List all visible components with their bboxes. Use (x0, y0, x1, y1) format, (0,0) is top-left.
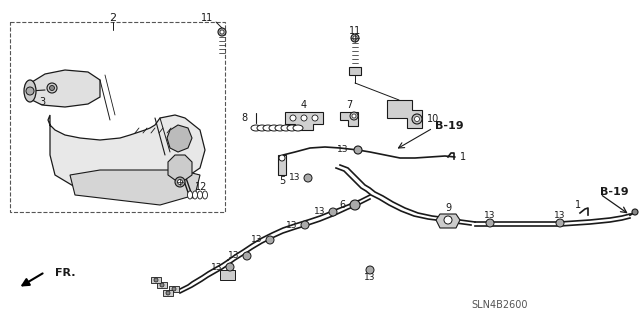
Text: 11: 11 (349, 26, 361, 36)
Circle shape (49, 85, 54, 91)
Text: 13: 13 (364, 273, 376, 283)
Text: 13: 13 (554, 211, 566, 219)
Text: 12: 12 (195, 182, 207, 192)
Bar (157, 282, 167, 288)
Circle shape (304, 174, 312, 182)
Circle shape (415, 116, 419, 122)
Polygon shape (70, 170, 200, 205)
Text: 3: 3 (39, 97, 45, 107)
Circle shape (351, 34, 359, 42)
Text: 9: 9 (445, 203, 451, 213)
Circle shape (353, 36, 357, 40)
Ellipse shape (263, 125, 273, 131)
Circle shape (279, 155, 285, 161)
Circle shape (486, 219, 494, 227)
Polygon shape (28, 70, 100, 107)
Text: 1: 1 (575, 200, 581, 210)
Bar (220, 270, 235, 280)
Circle shape (301, 115, 307, 121)
Circle shape (220, 30, 224, 34)
Bar (10, 22, 225, 212)
Text: 6: 6 (339, 200, 345, 210)
Circle shape (266, 236, 274, 244)
Text: 1: 1 (460, 152, 466, 162)
Text: 13: 13 (289, 174, 300, 182)
Text: 13: 13 (484, 211, 496, 219)
Bar (163, 290, 173, 296)
Text: 13: 13 (337, 145, 348, 154)
Polygon shape (168, 155, 192, 180)
Circle shape (218, 28, 226, 36)
Circle shape (444, 216, 452, 224)
Ellipse shape (281, 125, 291, 131)
Circle shape (243, 252, 251, 260)
Text: B-19: B-19 (435, 121, 463, 131)
Text: 7: 7 (346, 100, 352, 110)
Circle shape (172, 287, 176, 291)
Ellipse shape (202, 191, 207, 199)
Text: 13: 13 (227, 251, 239, 261)
Circle shape (352, 114, 356, 118)
Circle shape (312, 115, 318, 121)
Circle shape (160, 283, 164, 287)
Ellipse shape (293, 125, 303, 131)
Circle shape (175, 177, 185, 187)
Circle shape (366, 266, 374, 274)
Polygon shape (285, 112, 323, 130)
Text: 13: 13 (250, 235, 262, 244)
Circle shape (556, 219, 564, 227)
Text: 13: 13 (211, 263, 222, 271)
Circle shape (412, 114, 422, 124)
Bar (169, 286, 179, 292)
Text: 2: 2 (109, 13, 116, 23)
Circle shape (290, 115, 296, 121)
Ellipse shape (257, 125, 267, 131)
Polygon shape (167, 125, 192, 152)
Text: B-19: B-19 (600, 187, 628, 197)
Polygon shape (48, 115, 205, 195)
Circle shape (329, 208, 337, 216)
Text: 5: 5 (279, 176, 285, 186)
Text: FR.: FR. (55, 268, 76, 278)
Circle shape (47, 83, 57, 93)
Text: 11: 11 (201, 13, 213, 23)
Ellipse shape (251, 125, 261, 131)
Ellipse shape (193, 191, 198, 199)
Text: 10: 10 (427, 114, 439, 124)
Circle shape (177, 180, 182, 184)
Ellipse shape (275, 125, 285, 131)
Circle shape (154, 278, 158, 282)
Polygon shape (436, 214, 460, 228)
Text: 13: 13 (314, 207, 325, 217)
Ellipse shape (287, 125, 297, 131)
Ellipse shape (198, 191, 202, 199)
Ellipse shape (269, 125, 279, 131)
Polygon shape (340, 112, 358, 126)
Ellipse shape (188, 191, 193, 199)
Circle shape (26, 87, 34, 95)
Bar (278, 155, 286, 175)
Text: 8: 8 (242, 113, 248, 123)
Circle shape (301, 221, 309, 229)
Circle shape (354, 146, 362, 154)
Text: 13: 13 (285, 220, 297, 229)
Circle shape (350, 112, 358, 120)
Circle shape (226, 263, 234, 271)
Ellipse shape (24, 80, 36, 102)
Text: SLN4B2600: SLN4B2600 (472, 300, 528, 310)
Circle shape (166, 291, 170, 295)
Bar (349, 67, 361, 75)
Circle shape (350, 200, 360, 210)
Circle shape (632, 209, 638, 215)
Polygon shape (387, 100, 422, 128)
Text: 4: 4 (301, 100, 307, 110)
Bar (151, 277, 161, 283)
